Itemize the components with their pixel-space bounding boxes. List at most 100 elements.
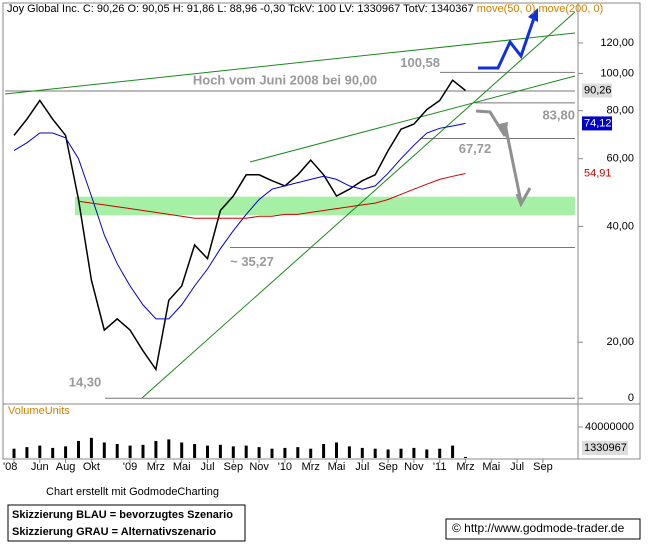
volume-bar	[167, 439, 171, 458]
volume-bar	[206, 445, 209, 458]
volume-bar	[38, 445, 42, 458]
last-value-box	[582, 83, 612, 98]
legend-grey: Skizzierung GRAU = Alternativszenario	[12, 526, 216, 538]
scenario-grey	[475, 109, 507, 137]
series-line	[13, 79, 466, 372]
last-value-label: 90,26	[584, 84, 612, 96]
series-line	[78, 173, 466, 219]
volume-bar	[244, 445, 248, 458]
x-tick-label: '11	[433, 461, 447, 473]
level-label: ~ 35,27	[230, 254, 274, 269]
y-tick-label: 20,00	[606, 336, 634, 348]
x-tick-label: Jul	[355, 461, 369, 473]
y-tick-label: 60,00	[606, 153, 634, 165]
volume-bar	[128, 445, 132, 458]
level-label: 100,58	[400, 55, 440, 70]
last-value-label: 74,12	[584, 117, 612, 129]
x-tick-label: Jun	[31, 461, 49, 473]
legend-blue: Skizzierung BLAU = bevorzugtes Szenario	[12, 509, 233, 521]
legend-box	[7, 504, 246, 542]
y-tick-label: 40,00	[606, 220, 634, 232]
copyright-box	[445, 518, 641, 540]
last-value-box	[582, 116, 612, 131]
volume-bar	[412, 447, 416, 458]
scenario-blue	[478, 17, 536, 70]
x-tick-label: Jul	[200, 461, 214, 473]
header: Joy Global Inc. C: 90,26 O: 90,05 H: 91,…	[7, 3, 603, 15]
x-tick-label: '08	[3, 461, 17, 473]
header-name: Joy Global Inc.	[7, 3, 80, 15]
volume-bar	[451, 445, 455, 458]
volume-bar	[154, 440, 158, 458]
volume-bar	[373, 448, 377, 458]
volume-bar	[141, 444, 145, 458]
credit: Chart erstellt mit GodmodeCharting	[46, 486, 219, 498]
volume-bar	[193, 444, 197, 458]
volume-bar	[360, 447, 364, 458]
volume-bar	[283, 447, 287, 458]
y-tick-label: 80,00	[606, 105, 634, 117]
trendline	[249, 75, 576, 163]
x-tick-label: Sep	[378, 461, 398, 473]
level-label: 83,80	[542, 107, 575, 122]
level-label: 67,72	[459, 141, 492, 156]
x-tick-label: Mai	[173, 461, 191, 473]
volume-bar	[270, 448, 274, 458]
x-tick-label: Sep	[533, 461, 553, 473]
volume-bar	[115, 444, 119, 458]
support-zone	[75, 196, 575, 216]
level-label: Hoch vom Juni 2008 bei 90,00	[193, 72, 377, 87]
copyright: © http://www.godmode-trader.de	[452, 521, 625, 535]
volume-bar	[464, 456, 467, 458]
volume-bar	[64, 446, 68, 458]
legend-ma200: move(200, 0)	[538, 3, 603, 15]
volume-bar	[25, 447, 29, 458]
last-value-box	[582, 166, 612, 181]
scenario-grey	[503, 123, 523, 203]
volume-tick-label: 40000000	[585, 421, 634, 433]
volume-bar	[335, 442, 338, 458]
volume-bar	[231, 446, 235, 458]
x-tick-label: Sep	[224, 461, 244, 473]
volume-last-box	[582, 441, 628, 455]
x-tick-label: Okt	[83, 461, 100, 473]
volume-bar	[399, 448, 403, 458]
series-line	[13, 122, 466, 320]
volume-bar	[180, 442, 184, 458]
volume-bar	[257, 447, 261, 458]
volume-label: VolumeUnits	[8, 405, 70, 417]
volume-bar	[12, 448, 16, 458]
volume-bar	[425, 449, 429, 458]
header-stats: C: 90,26 O: 90,05 H: 91,86 L: 88,96 -0,3…	[83, 3, 474, 15]
volume-bar	[218, 444, 222, 458]
x-tick-label: Mrz	[456, 461, 474, 473]
volume-bar	[347, 446, 351, 458]
x-tick-label: Mai	[328, 461, 346, 473]
x-tick-label: Mrz	[147, 461, 165, 473]
volume-last-label: 1330967	[584, 442, 627, 454]
volume-bar	[296, 447, 300, 458]
volume-bar	[51, 447, 55, 458]
x-tick-label: Mai	[482, 461, 500, 473]
volume-bar	[102, 442, 106, 458]
last-value-label: 54,91	[584, 167, 612, 179]
arrow-head	[515, 187, 532, 208]
arrow-head	[528, 8, 538, 22]
volume-bar	[89, 437, 93, 458]
trendline	[4, 32, 576, 95]
y-tick-label: 120,00	[600, 37, 634, 49]
volume-bar	[309, 448, 313, 458]
y-tick-label: 0	[628, 392, 634, 404]
level-label: 14,30	[69, 375, 102, 390]
volume-bar	[77, 440, 80, 458]
volume-bar	[386, 449, 390, 458]
volume-bar	[322, 444, 326, 458]
x-tick-label: Aug	[56, 461, 76, 473]
x-tick-label: Nov	[249, 461, 269, 473]
x-tick-label: '09	[123, 461, 137, 473]
x-tick-label: '10	[278, 461, 292, 473]
y-tick-label: 100,00	[600, 67, 634, 79]
legend-ma50: move(50, 0)	[477, 3, 536, 15]
x-tick-label: Jul	[510, 461, 524, 473]
